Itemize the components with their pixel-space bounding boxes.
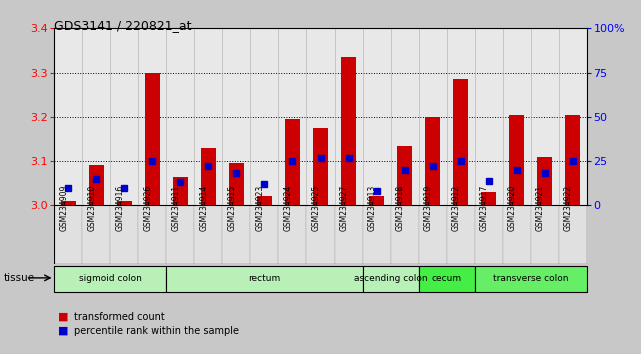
Bar — [138, 205, 167, 264]
Bar — [257, 196, 272, 205]
Bar — [363, 266, 419, 292]
Bar — [117, 201, 132, 205]
Bar — [447, 28, 474, 205]
Bar — [278, 205, 306, 264]
Bar — [558, 28, 587, 205]
Bar — [447, 205, 474, 264]
Text: GSM234912: GSM234912 — [451, 185, 460, 231]
Bar — [419, 205, 447, 264]
Text: GSM234916: GSM234916 — [115, 185, 124, 232]
Text: GSM234924: GSM234924 — [283, 185, 292, 232]
Bar — [145, 73, 160, 205]
Bar — [509, 115, 524, 205]
Text: sigmoid colon: sigmoid colon — [79, 274, 142, 283]
Bar — [167, 28, 194, 205]
Text: rectum: rectum — [248, 274, 281, 283]
Text: transverse colon: transverse colon — [493, 274, 569, 283]
Bar — [167, 266, 363, 292]
Bar — [83, 205, 110, 264]
Text: ■: ■ — [58, 326, 68, 336]
Text: GSM234917: GSM234917 — [479, 185, 488, 232]
Bar — [531, 28, 558, 205]
Bar — [110, 28, 138, 205]
Bar — [54, 266, 167, 292]
Text: GSM234915: GSM234915 — [228, 185, 237, 232]
Bar — [54, 205, 83, 264]
Bar — [503, 205, 531, 264]
Bar — [222, 205, 251, 264]
Bar — [531, 205, 558, 264]
Bar — [474, 205, 503, 264]
Text: GSM234923: GSM234923 — [256, 185, 265, 232]
Bar — [335, 28, 363, 205]
Bar — [425, 117, 440, 205]
Bar — [453, 79, 468, 205]
Text: GSM234918: GSM234918 — [395, 185, 404, 231]
Text: GSM234921: GSM234921 — [535, 185, 544, 231]
Bar — [558, 205, 587, 264]
Bar — [363, 28, 390, 205]
Bar — [341, 57, 356, 205]
Text: cecum: cecum — [431, 274, 462, 283]
Bar — [61, 201, 76, 205]
Bar — [503, 28, 531, 205]
Bar — [481, 192, 496, 205]
Text: GSM234925: GSM234925 — [312, 185, 320, 232]
Bar — [251, 28, 278, 205]
Bar — [390, 28, 419, 205]
Bar — [474, 266, 587, 292]
Text: percentile rank within the sample: percentile rank within the sample — [74, 326, 238, 336]
Text: GSM234910: GSM234910 — [87, 185, 97, 232]
Bar — [89, 166, 104, 205]
Text: GSM234919: GSM234919 — [424, 185, 433, 232]
Bar — [363, 205, 390, 264]
Bar — [419, 266, 474, 292]
Bar — [369, 196, 384, 205]
Bar — [138, 28, 167, 205]
Text: GSM234911: GSM234911 — [172, 185, 181, 231]
Text: transformed count: transformed count — [74, 312, 165, 322]
Bar — [537, 157, 552, 205]
Bar — [306, 28, 335, 205]
Text: GSM234913: GSM234913 — [367, 185, 376, 232]
Bar — [474, 28, 503, 205]
Bar — [390, 205, 419, 264]
Bar — [278, 28, 306, 205]
Bar — [194, 205, 222, 264]
Bar — [565, 115, 580, 205]
Bar — [419, 28, 447, 205]
Text: GSM234909: GSM234909 — [60, 185, 69, 232]
Bar — [222, 28, 251, 205]
Text: GDS3141 / 220821_at: GDS3141 / 220821_at — [54, 19, 192, 33]
Bar — [306, 205, 335, 264]
Text: GSM234927: GSM234927 — [340, 185, 349, 232]
Bar — [251, 205, 278, 264]
Text: tissue: tissue — [3, 273, 35, 283]
Bar — [335, 205, 363, 264]
Text: ■: ■ — [58, 312, 68, 322]
Bar — [285, 119, 300, 205]
Bar — [397, 145, 412, 205]
Bar — [313, 128, 328, 205]
Bar — [201, 148, 216, 205]
Text: GSM234926: GSM234926 — [144, 185, 153, 232]
Bar — [167, 205, 194, 264]
Text: GSM234914: GSM234914 — [199, 185, 208, 232]
Bar — [173, 177, 188, 205]
Text: GSM234922: GSM234922 — [563, 185, 572, 231]
Bar — [54, 28, 83, 205]
Text: ascending colon: ascending colon — [354, 274, 428, 283]
Text: GSM234920: GSM234920 — [508, 185, 517, 232]
Bar — [83, 28, 110, 205]
Bar — [194, 28, 222, 205]
Bar — [229, 163, 244, 205]
Bar — [110, 205, 138, 264]
